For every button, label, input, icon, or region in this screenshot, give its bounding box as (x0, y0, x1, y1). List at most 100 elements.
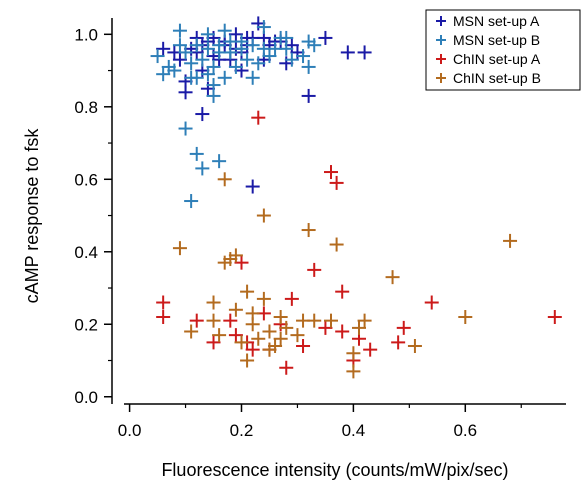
legend-marker (436, 73, 446, 83)
legend-box (425, 9, 581, 91)
y-tick-label: 1.0 (74, 25, 98, 44)
legend-item: ChIN set-up A (436, 51, 541, 67)
x-axis-title: Fluorescence intensity (counts/mW/pix/se… (161, 460, 508, 480)
data-point (284, 291, 299, 306)
legend: MSN set-up A MSN set-up B ChIN set-up A ChI… (425, 9, 581, 91)
data-point (284, 52, 299, 67)
series-2-points (150, 20, 322, 209)
x-tick-label: 0.4 (342, 421, 366, 440)
data-point (228, 59, 243, 74)
series-4-points (172, 172, 518, 379)
data-point (262, 324, 277, 339)
data-point (206, 335, 221, 350)
data-point (206, 295, 221, 310)
data-point (279, 30, 294, 45)
data-point (240, 52, 255, 67)
data-point (301, 88, 316, 103)
data-point (195, 52, 210, 67)
data-point (346, 364, 361, 379)
legend-label: ChIN set-up A (453, 51, 541, 67)
data-point (184, 324, 199, 339)
data-point (279, 360, 294, 375)
data-point (228, 302, 243, 317)
data-point (251, 56, 266, 71)
data-point (189, 146, 204, 161)
y-tick-label: 0.0 (74, 388, 98, 407)
data-point (301, 34, 316, 49)
data-point (234, 34, 249, 49)
data-point (240, 353, 255, 368)
data-point (301, 59, 316, 74)
data-point (256, 291, 271, 306)
y-tick-label: 0.4 (74, 243, 98, 262)
data-point (301, 223, 316, 238)
legend-label: ChIN set-up B (453, 70, 541, 86)
data-point (407, 339, 422, 354)
data-point (357, 313, 372, 328)
data-point (184, 194, 199, 209)
data-point (503, 233, 518, 248)
data-point (329, 175, 344, 190)
data-point (245, 38, 260, 53)
data-point (245, 342, 260, 357)
y-tick-label: 0.6 (74, 170, 98, 189)
data-point (189, 38, 204, 53)
data-point (200, 27, 215, 42)
series-3-points (156, 110, 562, 375)
data-point (256, 208, 271, 223)
data-point (290, 328, 305, 343)
data-point (217, 23, 232, 38)
data-point (156, 41, 171, 56)
data-point (178, 121, 193, 136)
data-point (217, 70, 232, 85)
data-point (458, 310, 473, 325)
data-point (279, 320, 294, 335)
legend-marker (436, 54, 446, 64)
data-point (351, 320, 366, 335)
data-point (206, 78, 221, 93)
plot-axes: 0.0 0.2 0.4 0.6 0.8 1.0 0.0 0.2 0.4 0.6 (74, 18, 566, 440)
data-point (228, 328, 243, 343)
data-point (217, 172, 232, 187)
data-point (273, 310, 288, 325)
x-tick-label: 0.0 (118, 421, 142, 440)
data-point (206, 59, 221, 74)
data-point (167, 63, 182, 78)
data-point (195, 161, 210, 176)
data-point (223, 313, 238, 328)
data-point (273, 331, 288, 346)
data-point (200, 67, 215, 82)
data-point (245, 70, 260, 85)
x-tick-label: 0.2 (230, 421, 254, 440)
data-point (307, 313, 322, 328)
data-point (234, 255, 249, 270)
data-point (195, 107, 210, 122)
data-point (212, 38, 227, 53)
data-point (212, 154, 227, 169)
data-point (335, 284, 350, 299)
data-point (296, 339, 311, 354)
data-point (172, 38, 187, 53)
legend-item: ChIN set-up B (436, 70, 541, 86)
legend-item: MSN set-up B (436, 32, 540, 48)
data-point (184, 70, 199, 85)
data-point (318, 320, 333, 335)
x-tick-label: 0.6 (453, 421, 477, 440)
data-point (357, 45, 372, 60)
legend-marker (436, 35, 446, 45)
legend-label: MSN set-up B (453, 32, 540, 48)
data-point (296, 49, 311, 64)
data-point (268, 339, 283, 354)
y-axis-title: cAMP response to fsk (22, 128, 42, 304)
legend-item: MSN set-up A (436, 13, 540, 29)
data-point (424, 295, 439, 310)
data-point (189, 313, 204, 328)
data-point (363, 342, 378, 357)
data-point (396, 320, 411, 335)
data-point (156, 295, 171, 310)
y-tick-label: 0.8 (74, 98, 98, 117)
data-point (346, 346, 361, 361)
data-point (245, 179, 260, 194)
data-point (324, 313, 339, 328)
